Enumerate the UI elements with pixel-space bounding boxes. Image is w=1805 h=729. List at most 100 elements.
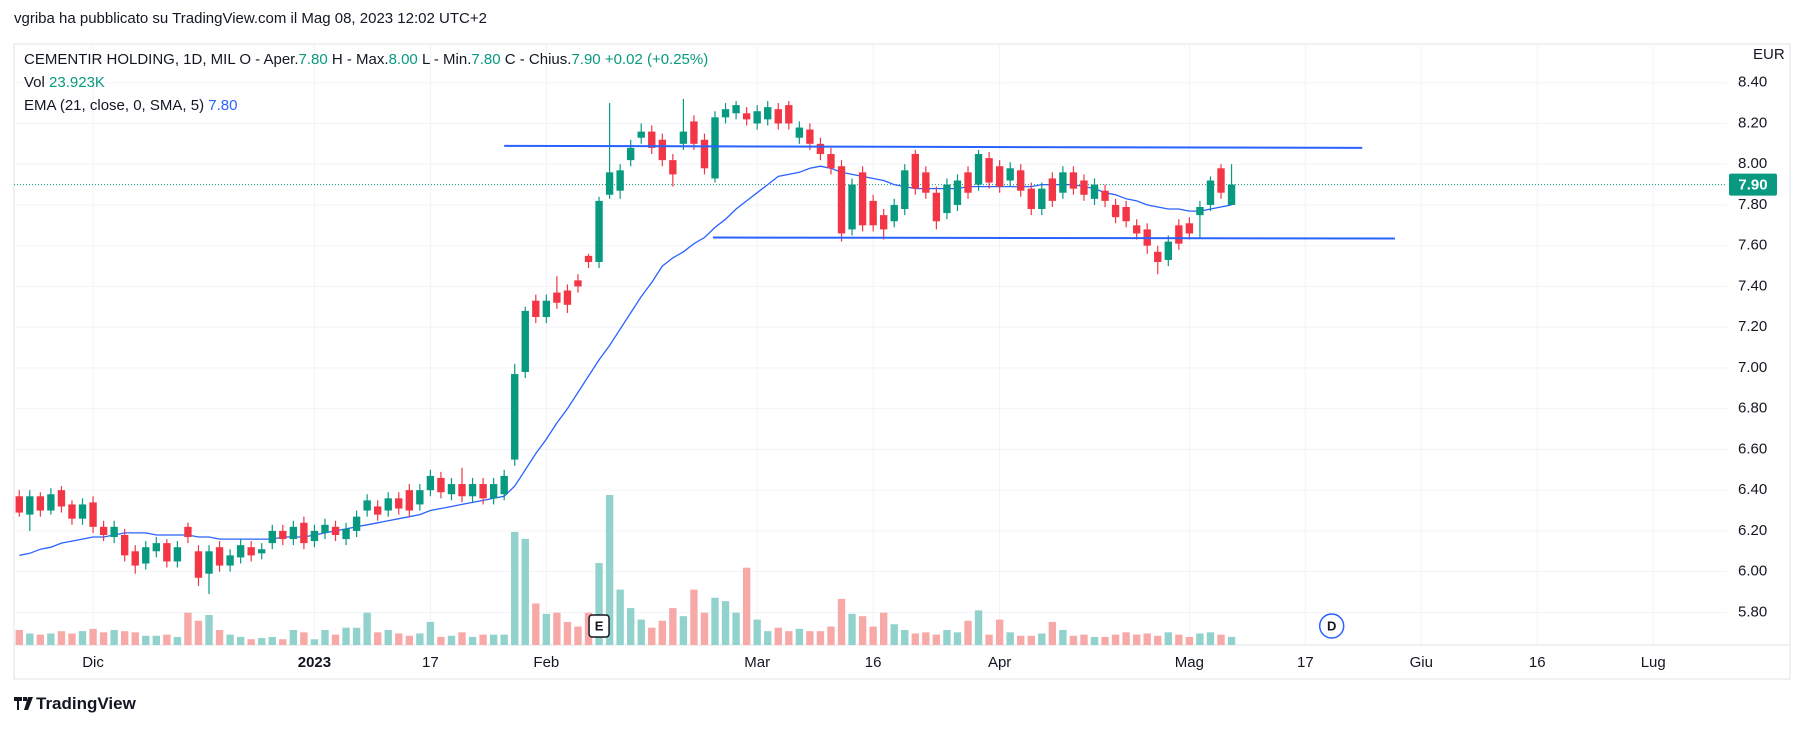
logo-icon xyxy=(14,697,33,710)
volume-bar xyxy=(1227,636,1236,645)
volume-bar xyxy=(405,635,413,645)
volume-bar xyxy=(15,630,23,645)
volume-bar xyxy=(321,630,329,645)
volume-bar xyxy=(932,634,941,645)
volume-bar xyxy=(258,638,266,645)
candle-body xyxy=(26,496,34,515)
volume-bar xyxy=(869,626,877,645)
volume-bar xyxy=(816,631,825,645)
candle-body xyxy=(258,549,266,554)
volume-bar xyxy=(289,630,298,645)
volume-bar xyxy=(395,633,403,645)
candle-body xyxy=(995,166,1004,187)
x-tick-label: Giu xyxy=(1410,654,1433,671)
candle-body xyxy=(669,160,677,175)
candle-body xyxy=(321,524,329,533)
candle-body xyxy=(742,113,751,120)
volume-bar xyxy=(595,563,603,645)
candle-body xyxy=(1185,223,1194,234)
candle-body xyxy=(953,180,962,205)
x-tick-label: Feb xyxy=(533,654,559,671)
volume-bar xyxy=(1143,633,1151,645)
candle-body xyxy=(205,551,213,574)
volume-bar xyxy=(1217,634,1225,645)
candle-body xyxy=(1227,184,1236,205)
candle-body xyxy=(110,526,118,538)
ema-line xyxy=(19,165,1232,557)
candle-body xyxy=(1101,190,1109,201)
plot-layer: 5.80 6.00 6.20 6.40 6.60 6.80 7.00 7.20 7.40 7.60… xyxy=(14,44,1790,671)
candle-body xyxy=(584,255,593,262)
candle-body xyxy=(1038,188,1046,210)
candle-body xyxy=(36,496,45,511)
legend-label: H - Max. xyxy=(331,51,389,68)
volume-bar xyxy=(626,608,635,645)
candle-body xyxy=(247,547,255,556)
footer-brand: TradingView xyxy=(36,694,136,713)
candle-body xyxy=(721,109,730,118)
y-tick-label: 8.20 xyxy=(1738,114,1767,131)
volume-bar xyxy=(36,634,45,645)
candle-body xyxy=(574,280,582,287)
legend-value: 8.00 xyxy=(388,51,418,68)
volume-bar xyxy=(310,639,319,645)
candle-body xyxy=(985,158,993,183)
candle-body xyxy=(373,506,382,515)
candle-body xyxy=(648,131,656,148)
volume-value: 23.923K xyxy=(49,74,105,91)
ema-label: EMA (21, close, 0, SMA, 5) xyxy=(24,97,205,114)
volume-bar xyxy=(985,634,993,645)
volume-bar xyxy=(110,630,118,645)
candle-body xyxy=(764,107,772,120)
volume-bar xyxy=(205,615,213,645)
volume-bar xyxy=(795,628,804,645)
last-price-tag xyxy=(1729,173,1777,196)
volume-bar xyxy=(890,624,898,645)
candle-body xyxy=(310,530,319,542)
candle-body xyxy=(626,147,635,161)
candle-body xyxy=(1048,178,1057,201)
y-tick-label: 6.60 xyxy=(1738,440,1767,457)
candle-body xyxy=(131,551,139,566)
volume-bar xyxy=(1206,632,1215,645)
candle-body xyxy=(426,475,435,491)
candle-body xyxy=(1090,184,1099,199)
volume-bar xyxy=(68,633,76,645)
volume-bar xyxy=(605,495,614,645)
candle-body xyxy=(848,184,856,230)
trend-line xyxy=(504,144,1363,149)
volume-bar xyxy=(648,627,656,645)
volume-bar xyxy=(964,620,972,645)
volume-bar xyxy=(711,597,719,645)
candle-body xyxy=(163,543,171,562)
volume-bar xyxy=(658,620,666,645)
candle-body xyxy=(479,484,487,499)
candle-body xyxy=(1006,168,1014,181)
candle-body xyxy=(1164,241,1172,260)
volume-bar xyxy=(901,630,909,645)
candle-body xyxy=(700,139,709,169)
volume-bar xyxy=(479,634,487,645)
x-tick-label: 2023 xyxy=(298,654,331,671)
candle-body xyxy=(1111,204,1120,218)
volume-bar xyxy=(426,621,435,645)
candle-body xyxy=(47,494,55,511)
legend-label: C - Chius. xyxy=(504,51,572,68)
candle-body xyxy=(890,204,898,222)
candle-body xyxy=(795,127,804,138)
candle-body xyxy=(384,498,392,511)
volume-bar xyxy=(511,531,519,645)
candle-body xyxy=(68,504,76,519)
volume-bar xyxy=(1048,621,1057,645)
candle-body xyxy=(236,545,245,558)
candle-body xyxy=(911,154,919,189)
volume-bar xyxy=(542,613,551,645)
volume-bar xyxy=(1185,636,1194,645)
candle-body xyxy=(458,484,466,497)
candle-body xyxy=(1154,251,1162,262)
volume-bar xyxy=(943,630,951,645)
candle-body xyxy=(1175,225,1183,244)
volume-bar xyxy=(1101,636,1109,645)
volume-bar xyxy=(690,589,698,645)
volume-bar xyxy=(279,639,287,645)
